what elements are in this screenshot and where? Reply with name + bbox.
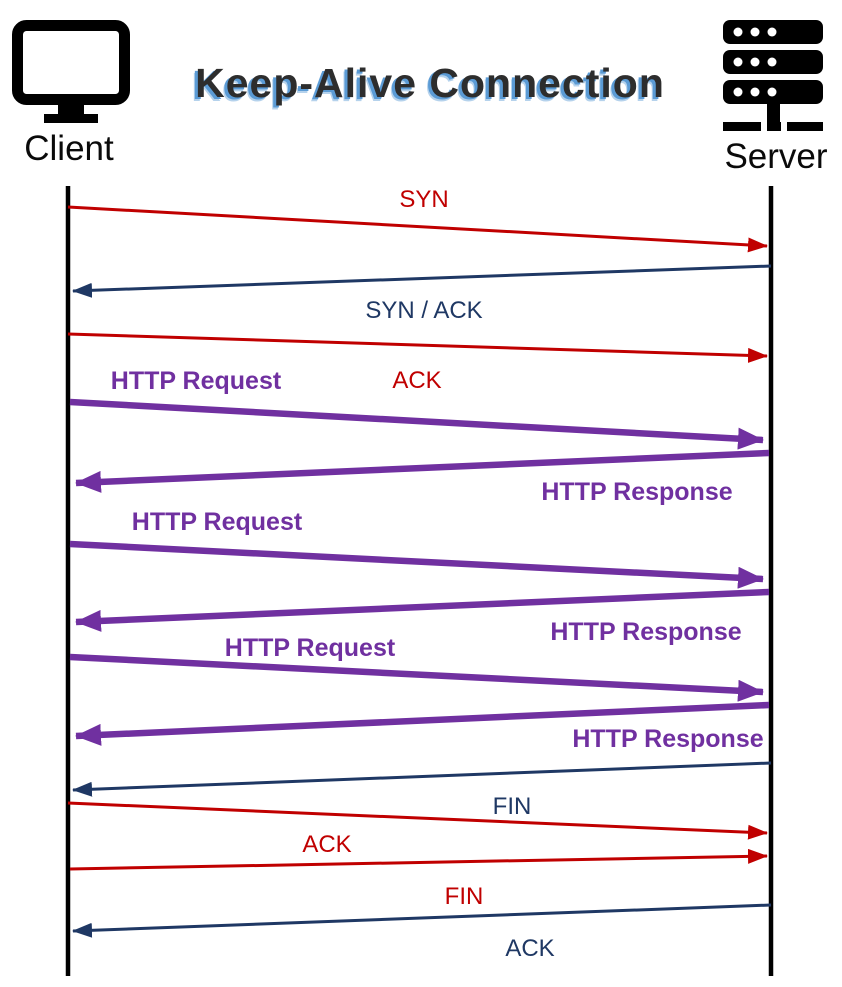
message-arrow-client-to-server xyxy=(69,653,764,702)
client-monitor-icon xyxy=(12,20,130,123)
message-arrow-server-to-client xyxy=(75,588,770,632)
message-arrow-server-to-client xyxy=(72,903,772,938)
message-label: HTTP Request xyxy=(224,634,396,662)
message-label: HTTP Response xyxy=(541,478,733,506)
client-label: Client xyxy=(24,129,114,168)
message-label: HTTP Request xyxy=(131,508,303,536)
message-arrow-client-to-server xyxy=(69,848,768,871)
message-label: HTTP Response xyxy=(572,725,764,753)
message-label: SYN xyxy=(399,186,449,213)
server-rack-icon xyxy=(723,20,823,131)
message-label: ACK xyxy=(302,831,352,858)
message-arrow-server-to-client xyxy=(72,761,772,797)
diagram-title: Keep-Alive Connection xyxy=(195,60,665,106)
message-label: ACK xyxy=(392,367,442,394)
message-label: FIN xyxy=(444,883,484,910)
message-label: FIN xyxy=(492,793,532,820)
message-arrow-client-to-server xyxy=(69,540,764,589)
message-label: SYN / ACK xyxy=(365,297,483,324)
server-label: Server xyxy=(724,137,828,176)
message-arrow-server-to-client xyxy=(75,701,770,746)
message-arrow-server-to-client xyxy=(72,264,772,298)
message-label: ACK xyxy=(505,935,555,962)
message-arrow-server-to-client xyxy=(75,449,770,493)
message-arrow-client-to-server xyxy=(69,398,764,450)
message-label: HTTP Response xyxy=(550,618,742,646)
message-arrow-client-to-server xyxy=(67,801,768,840)
message-arrow-client-to-server xyxy=(67,332,768,363)
message-arrow-client-to-server xyxy=(67,205,768,253)
message-label: HTTP Request xyxy=(110,367,282,395)
